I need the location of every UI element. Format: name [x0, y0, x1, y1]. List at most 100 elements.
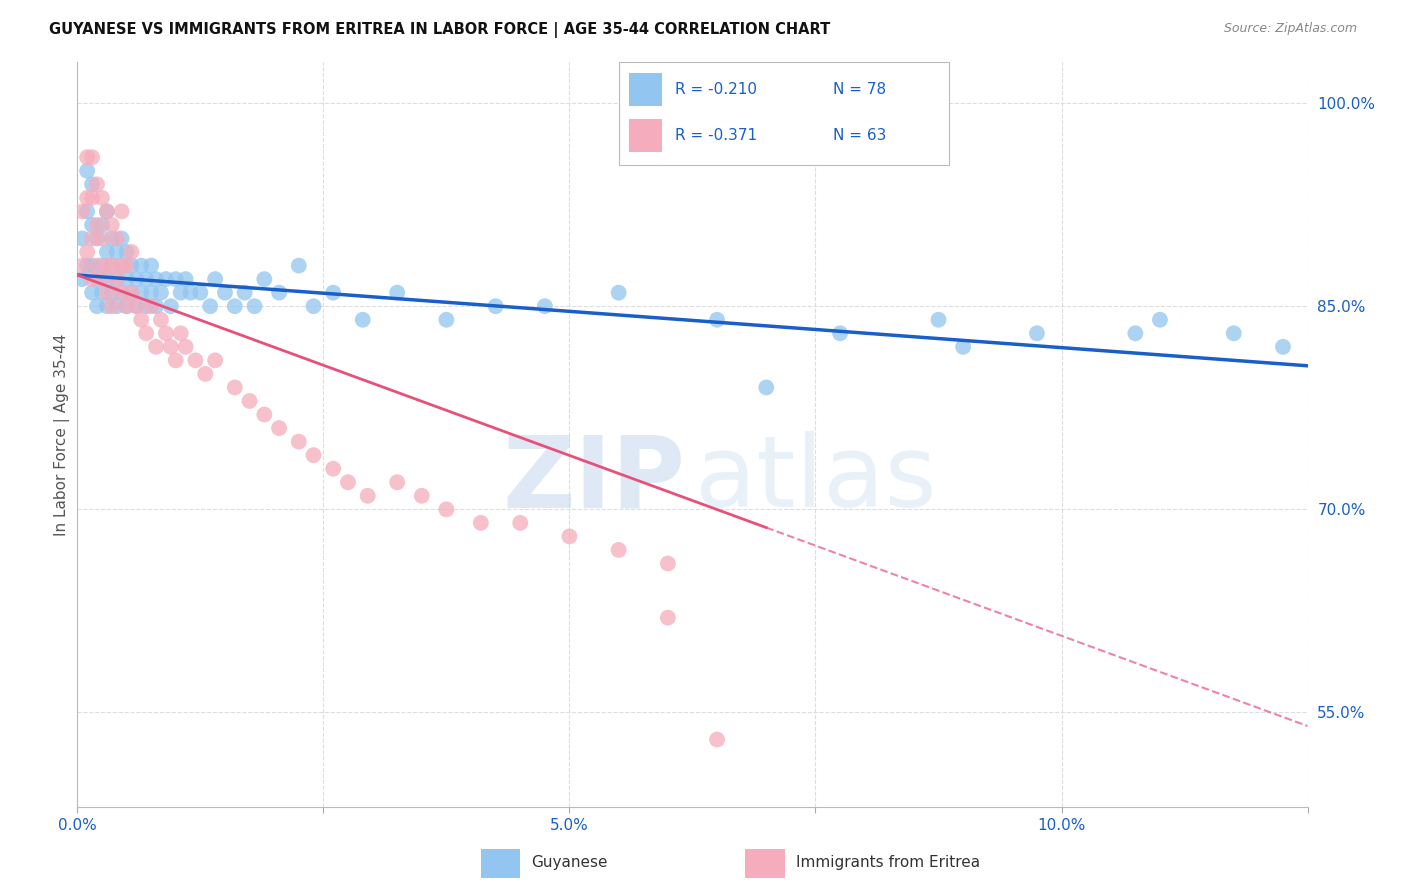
Point	[96, 272, 118, 286]
Point	[125, 299, 148, 313]
Point	[76, 191, 98, 205]
Point	[607, 285, 630, 300]
Point	[105, 299, 128, 313]
Point	[170, 326, 193, 341]
Point	[115, 299, 138, 313]
Point	[76, 204, 98, 219]
Point	[90, 231, 114, 245]
Point	[70, 231, 93, 245]
Point	[121, 259, 143, 273]
Point	[82, 218, 104, 232]
Point	[288, 434, 311, 449]
Point	[86, 272, 108, 286]
Point	[657, 610, 679, 624]
Point	[101, 259, 124, 273]
Point	[86, 178, 108, 192]
Point	[150, 312, 173, 326]
Point	[165, 353, 187, 368]
Point	[534, 299, 557, 313]
Point	[121, 285, 143, 300]
Point	[96, 259, 118, 273]
Point	[70, 259, 93, 273]
Point	[90, 272, 114, 286]
Point	[115, 299, 138, 313]
Point	[322, 285, 344, 300]
Point	[558, 529, 581, 543]
FancyBboxPatch shape	[481, 849, 520, 878]
Point	[155, 326, 177, 341]
Point	[90, 285, 114, 300]
Point	[1026, 326, 1049, 341]
Point	[509, 516, 531, 530]
Point	[96, 285, 118, 300]
Point	[86, 231, 108, 245]
Point	[86, 218, 108, 232]
Point	[131, 259, 153, 273]
Text: Source: ZipAtlas.com: Source: ZipAtlas.com	[1223, 22, 1357, 36]
Point	[302, 448, 325, 462]
Point	[115, 245, 138, 260]
Point	[125, 299, 148, 313]
Point	[82, 259, 104, 273]
Point	[105, 231, 128, 245]
Point	[125, 272, 148, 286]
Point	[387, 285, 409, 300]
Point	[115, 259, 138, 273]
Point	[1223, 326, 1246, 341]
Point	[337, 475, 360, 490]
Point	[145, 340, 167, 354]
Point	[200, 299, 222, 313]
Point	[96, 245, 118, 260]
Point	[82, 178, 104, 192]
Point	[141, 285, 163, 300]
Point	[411, 489, 433, 503]
Point	[288, 259, 311, 273]
Point	[105, 272, 128, 286]
Point	[115, 272, 138, 286]
Point	[141, 299, 163, 313]
Point	[111, 204, 132, 219]
Point	[135, 326, 157, 341]
Point	[82, 150, 104, 164]
Point	[76, 163, 98, 178]
Point	[160, 340, 183, 354]
Point	[111, 259, 132, 273]
Point	[184, 353, 207, 368]
Point	[204, 353, 226, 368]
Point	[357, 489, 380, 503]
Point	[706, 312, 728, 326]
Point	[224, 380, 246, 394]
Text: GUYANESE VS IMMIGRANTS FROM ERITREA IN LABOR FORCE | AGE 35-44 CORRELATION CHART: GUYANESE VS IMMIGRANTS FROM ERITREA IN L…	[49, 22, 831, 38]
Point	[82, 285, 104, 300]
Point	[101, 231, 124, 245]
Point	[233, 285, 256, 300]
Point	[180, 285, 202, 300]
Text: Guyanese: Guyanese	[531, 855, 607, 870]
Point	[204, 272, 226, 286]
Point	[121, 245, 143, 260]
Point	[607, 543, 630, 558]
Point	[239, 394, 262, 409]
Point	[150, 285, 173, 300]
Point	[830, 326, 852, 341]
Point	[1149, 312, 1171, 326]
Point	[174, 340, 197, 354]
Point	[322, 461, 344, 475]
Y-axis label: In Labor Force | Age 35-44: In Labor Force | Age 35-44	[55, 334, 70, 536]
Point	[436, 502, 458, 516]
Point	[160, 299, 183, 313]
Point	[145, 272, 167, 286]
Point	[470, 516, 492, 530]
Point	[253, 408, 276, 422]
Point	[111, 231, 132, 245]
Text: atlas: atlas	[695, 431, 936, 528]
Point	[952, 340, 974, 354]
Text: R = -0.371: R = -0.371	[675, 128, 756, 143]
Point	[243, 299, 266, 313]
Point	[131, 312, 153, 326]
Point	[76, 245, 98, 260]
Point	[121, 285, 143, 300]
Point	[82, 191, 104, 205]
Point	[70, 272, 93, 286]
Point	[928, 312, 950, 326]
